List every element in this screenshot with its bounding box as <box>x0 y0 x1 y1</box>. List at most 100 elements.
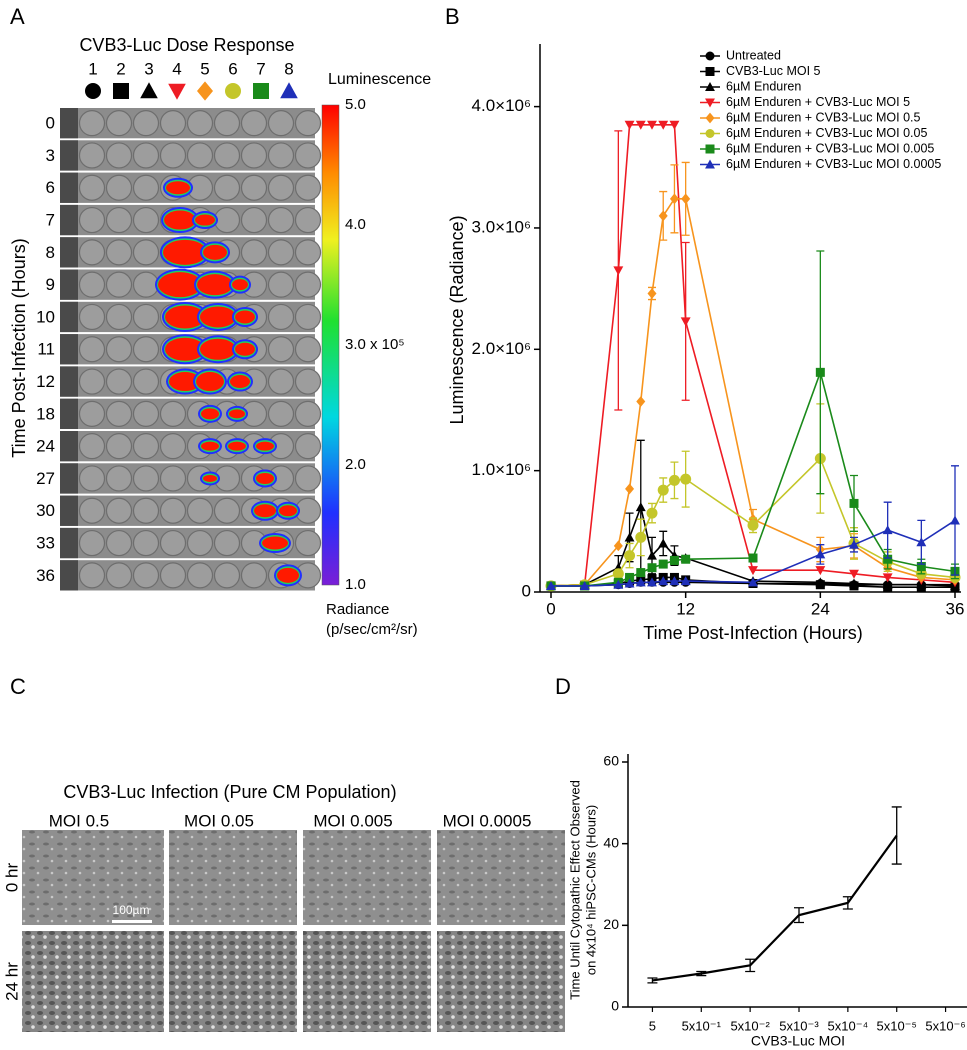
well-marker <box>197 81 213 101</box>
well <box>78 239 106 266</box>
data-point <box>882 525 893 535</box>
data-point <box>612 568 624 580</box>
colorbar-label: 3.0 x 10⁵ <box>345 336 405 353</box>
well <box>159 110 187 137</box>
well <box>159 142 187 169</box>
well <box>240 562 268 589</box>
data-point <box>635 531 647 543</box>
data-point <box>635 502 646 512</box>
well <box>132 206 160 234</box>
well <box>240 239 268 266</box>
hour-label: 3 <box>46 146 55 165</box>
well <box>132 303 160 331</box>
well <box>294 239 322 266</box>
micrograph <box>437 931 565 1032</box>
well <box>294 206 322 234</box>
column-label: MOI 0.5 <box>49 811 109 830</box>
data-point <box>849 578 859 588</box>
hour-label: 12 <box>36 372 55 391</box>
signal-core <box>165 337 205 361</box>
data-point <box>613 579 624 589</box>
data-point <box>647 550 657 560</box>
well <box>78 336 106 363</box>
well <box>78 206 106 234</box>
data-point <box>657 484 669 496</box>
panel-c-title: CVB3-Luc Infection (Pure CM Population) <box>63 782 396 802</box>
well <box>105 336 133 363</box>
well <box>267 271 295 298</box>
panel-a-y-label: Time Post-Infection (Hours) <box>9 238 29 457</box>
signal-core <box>197 274 233 296</box>
well <box>105 174 133 201</box>
well <box>159 433 187 460</box>
row-label: 0 hr <box>2 863 21 893</box>
data-point <box>625 572 635 582</box>
well <box>267 400 295 427</box>
data-point <box>680 576 691 586</box>
scale-bar-label: 100µm <box>113 903 150 917</box>
well <box>240 142 268 169</box>
strip-edge <box>60 301 78 333</box>
data-point <box>815 566 826 576</box>
colorbar-label: 1.0 <box>345 576 366 593</box>
strip-edge <box>60 269 78 300</box>
well <box>78 368 106 395</box>
signal-core <box>203 244 227 260</box>
micrograph <box>22 931 164 1032</box>
well <box>294 368 322 395</box>
well <box>159 465 187 492</box>
data-point <box>815 367 825 377</box>
legend-marker <box>705 67 715 76</box>
data-point <box>658 120 669 130</box>
well <box>105 433 133 460</box>
signal-core <box>165 305 205 329</box>
well <box>186 529 214 557</box>
well <box>213 206 241 234</box>
well <box>159 562 187 589</box>
well <box>105 529 133 557</box>
colorbar-label: 2.0 <box>345 456 366 473</box>
legend-label: 6µM Enduren <box>726 79 801 93</box>
hour-label: 24 <box>36 437 55 456</box>
legend-marker <box>705 98 715 108</box>
signal-core <box>200 338 236 360</box>
strip-edge <box>60 527 78 559</box>
hour-label: 33 <box>36 534 55 553</box>
well <box>267 336 295 363</box>
data-point <box>624 532 635 542</box>
well <box>132 239 160 266</box>
legend-marker <box>705 144 715 154</box>
well <box>132 368 160 395</box>
well <box>267 206 295 234</box>
well-number: 4 <box>172 59 181 78</box>
well <box>240 110 268 137</box>
signal-core <box>229 409 245 419</box>
well <box>159 497 187 524</box>
signal-core <box>235 310 255 324</box>
well-number: 2 <box>116 59 125 78</box>
signal-core <box>262 536 288 550</box>
x-tick-label: 36 <box>946 599 965 618</box>
y-tick-label: 60 <box>603 753 619 769</box>
strip-edge <box>60 495 78 526</box>
signal-core <box>279 505 297 517</box>
signal-core <box>235 342 255 356</box>
data-point <box>669 555 679 565</box>
strip-edge <box>60 366 78 397</box>
hour-label: 8 <box>46 243 55 262</box>
well <box>267 142 295 169</box>
y-tick-label: 3.0×10⁶ <box>472 217 531 236</box>
well-marker <box>85 83 101 99</box>
hour-label: 18 <box>36 404 55 423</box>
well <box>294 271 322 298</box>
data-point <box>882 573 893 583</box>
well <box>78 433 106 460</box>
legend-label: 6µM Enduren + CVB3-Luc MOI 0.005 <box>726 141 934 155</box>
well <box>159 400 187 427</box>
data-point <box>658 559 668 569</box>
data-point <box>916 537 927 547</box>
panel-letter: A <box>10 4 25 29</box>
error-bar <box>647 977 658 984</box>
data-point <box>849 498 859 508</box>
